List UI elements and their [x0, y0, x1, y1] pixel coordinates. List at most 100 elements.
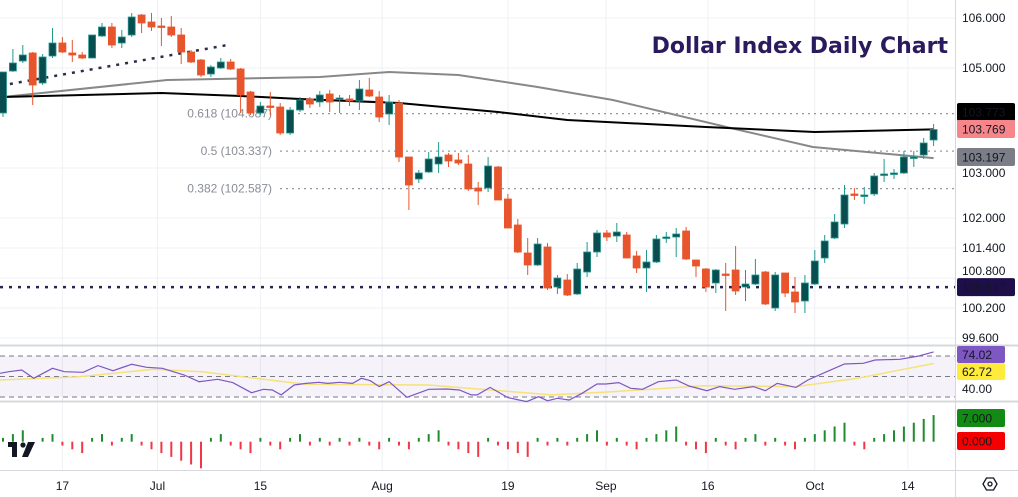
candle-down[interactable]: [781, 272, 789, 294]
candle-down[interactable]: [503, 198, 512, 229]
candle-up[interactable]: [38, 56, 47, 84]
candle-down[interactable]: [325, 93, 334, 103]
price-label-badge: [957, 278, 1015, 297]
candle-up[interactable]: [434, 156, 443, 165]
candle-down[interactable]: [108, 26, 116, 46]
tradingview-logo-icon[interactable]: [8, 442, 35, 457]
candle-down[interactable]: [513, 224, 522, 253]
candle-down[interactable]: [266, 105, 275, 108]
candle-down[interactable]: [682, 230, 690, 260]
candle-down[interactable]: [177, 34, 186, 53]
candle-up[interactable]: [860, 194, 869, 197]
candle-up[interactable]: [98, 26, 106, 37]
candle-up[interactable]: [0, 71, 7, 114]
candle-up[interactable]: [533, 243, 542, 266]
candle-up[interactable]: [652, 238, 661, 263]
candle-down[interactable]: [167, 26, 176, 36]
candle-down[interactable]: [622, 234, 631, 259]
candle-down[interactable]: [68, 52, 77, 56]
candle-up[interactable]: [18, 54, 27, 62]
candle-up[interactable]: [48, 42, 57, 57]
candle-down[interactable]: [305, 98, 314, 105]
candle-down[interactable]: [523, 252, 532, 266]
candle-up[interactable]: [117, 36, 126, 44]
candle-up[interactable]: [662, 236, 671, 239]
candle-up[interactable]: [890, 172, 898, 175]
candle-up[interactable]: [88, 34, 96, 59]
candle-down[interactable]: [226, 61, 235, 70]
candle-up[interactable]: [870, 175, 879, 195]
candle-down[interactable]: [404, 156, 413, 186]
candle-down[interactable]: [444, 154, 453, 162]
candle-up[interactable]: [711, 269, 720, 284]
candle-up[interactable]: [414, 172, 423, 180]
candle-down[interactable]: [345, 98, 354, 102]
candle-up[interactable]: [880, 173, 888, 176]
candle-down[interactable]: [761, 271, 770, 305]
candle-down[interactable]: [187, 51, 196, 63]
candle-up[interactable]: [810, 260, 819, 285]
candle-up[interactable]: [385, 101, 394, 115]
candle-down[interactable]: [246, 91, 255, 114]
candle-up[interactable]: [840, 194, 849, 225]
candle-up[interactable]: [741, 283, 750, 288]
candle-down[interactable]: [702, 268, 710, 288]
candle-down[interactable]: [464, 163, 473, 190]
candle-up[interactable]: [830, 221, 839, 239]
candle-down[interactable]: [276, 106, 285, 134]
candle-up[interactable]: [909, 156, 918, 159]
candle-down[interactable]: [721, 273, 730, 276]
candle-up[interactable]: [672, 233, 681, 238]
candle-up[interactable]: [484, 165, 493, 189]
candle-up[interactable]: [751, 274, 760, 285]
candle-up[interactable]: [335, 97, 344, 100]
candle-up[interactable]: [286, 109, 295, 134]
candle-down[interactable]: [137, 14, 146, 24]
candle-up[interactable]: [256, 105, 265, 114]
candle-up[interactable]: [127, 16, 136, 36]
candle-down[interactable]: [157, 25, 166, 28]
candle-down[interactable]: [147, 21, 156, 28]
candle-up[interactable]: [820, 240, 829, 259]
candle-down[interactable]: [494, 166, 502, 201]
candle-up[interactable]: [355, 88, 364, 102]
settings-hexagon-icon[interactable]: [982, 477, 998, 491]
candle-down[interactable]: [197, 59, 205, 76]
candle-down[interactable]: [454, 159, 463, 164]
candle-down[interactable]: [474, 187, 483, 192]
candle-up[interactable]: [900, 156, 908, 174]
candle-down[interactable]: [791, 291, 799, 303]
candle-up[interactable]: [771, 274, 780, 309]
candle-down[interactable]: [850, 193, 859, 196]
candle-down[interactable]: [543, 246, 552, 289]
rsi-axis-tick: 40.00: [962, 382, 992, 396]
candle-down[interactable]: [632, 255, 641, 269]
candle-up[interactable]: [612, 231, 621, 237]
candle-up[interactable]: [8, 62, 17, 72]
candle-down[interactable]: [236, 68, 245, 96]
candle-down[interactable]: [58, 42, 67, 53]
candle-up[interactable]: [583, 251, 591, 273]
candle-down[interactable]: [78, 54, 87, 59]
candle-up[interactable]: [553, 277, 562, 288]
candle-up[interactable]: [573, 268, 582, 295]
candle-up[interactable]: [206, 66, 215, 75]
candle-down[interactable]: [395, 102, 403, 158]
candle-up[interactable]: [424, 158, 433, 173]
candle-up[interactable]: [801, 282, 809, 302]
candle-down[interactable]: [563, 279, 572, 296]
candle-down[interactable]: [375, 96, 384, 118]
candle-up[interactable]: [216, 61, 225, 69]
candle-up[interactable]: [919, 142, 928, 156]
candle-down[interactable]: [365, 89, 374, 97]
candle-up[interactable]: [929, 129, 938, 141]
candle-down[interactable]: [603, 232, 611, 238]
candle-up[interactable]: [593, 232, 601, 253]
candle-down[interactable]: [731, 269, 740, 292]
candle-up[interactable]: [315, 94, 324, 103]
candle-down[interactable]: [692, 259, 700, 267]
candle-down[interactable]: [28, 52, 37, 86]
candle-up[interactable]: [296, 99, 304, 111]
candle-up[interactable]: [642, 261, 651, 269]
